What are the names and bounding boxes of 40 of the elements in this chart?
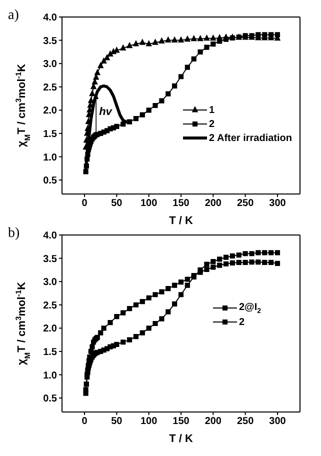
legend-label: 2 After irradiation	[209, 132, 292, 144]
y-tick-label: 3.5	[43, 254, 58, 265]
legend-label: 2	[209, 118, 215, 130]
y-tick-label: 1.5	[43, 346, 58, 358]
y-tick-label: 1.5	[43, 128, 58, 140]
y-tick-label: 0.5	[43, 176, 58, 187]
x-tick-label: 0	[82, 416, 88, 428]
y-tick-label: 0.5	[43, 394, 58, 405]
y-tick-label: 3.0	[43, 277, 58, 288]
x-tick-label: 300	[269, 416, 286, 428]
y-tick-label: 1.0	[43, 370, 58, 382]
x-tick-label: 50	[111, 416, 123, 428]
y-tick-label: 1.0	[43, 152, 58, 164]
y-tick-label: 3.5	[43, 36, 58, 47]
legend-label: 2@I$_{2}$	[239, 302, 261, 314]
x-axis-title: T / K	[169, 215, 193, 227]
chart-title: b)	[8, 226, 20, 242]
x-tick-label: 0	[82, 198, 88, 210]
x-tick-label: 250	[236, 198, 254, 210]
legend-label: 2	[239, 316, 245, 328]
x-tick-label: 50	[111, 198, 123, 210]
y-tick-label: 4.0	[43, 230, 58, 242]
y-tick-label: 4.0	[43, 12, 58, 24]
x-tick-label: 100	[140, 416, 158, 428]
x-tick-label: 150	[172, 416, 190, 428]
legend-label: 1	[209, 104, 215, 116]
y-tick-label: 2.5	[43, 300, 58, 312]
y-tick-label: 2.5	[43, 82, 58, 94]
y-tick-label: 3.0	[43, 59, 58, 70]
annotation: hv	[99, 106, 113, 118]
x-axis-title: T / K	[169, 433, 193, 445]
x-tick-label: 100	[140, 198, 158, 210]
chart-title: a)	[8, 8, 19, 24]
x-tick-label: 200	[204, 198, 222, 210]
x-tick-label: 300	[269, 198, 286, 210]
x-tick-label: 250	[236, 416, 254, 428]
y-tick-label: 2.0	[43, 106, 58, 117]
x-tick-label: 150	[172, 198, 190, 210]
x-tick-label: 200	[204, 416, 222, 428]
y-tick-label: 2.0	[43, 324, 58, 335]
